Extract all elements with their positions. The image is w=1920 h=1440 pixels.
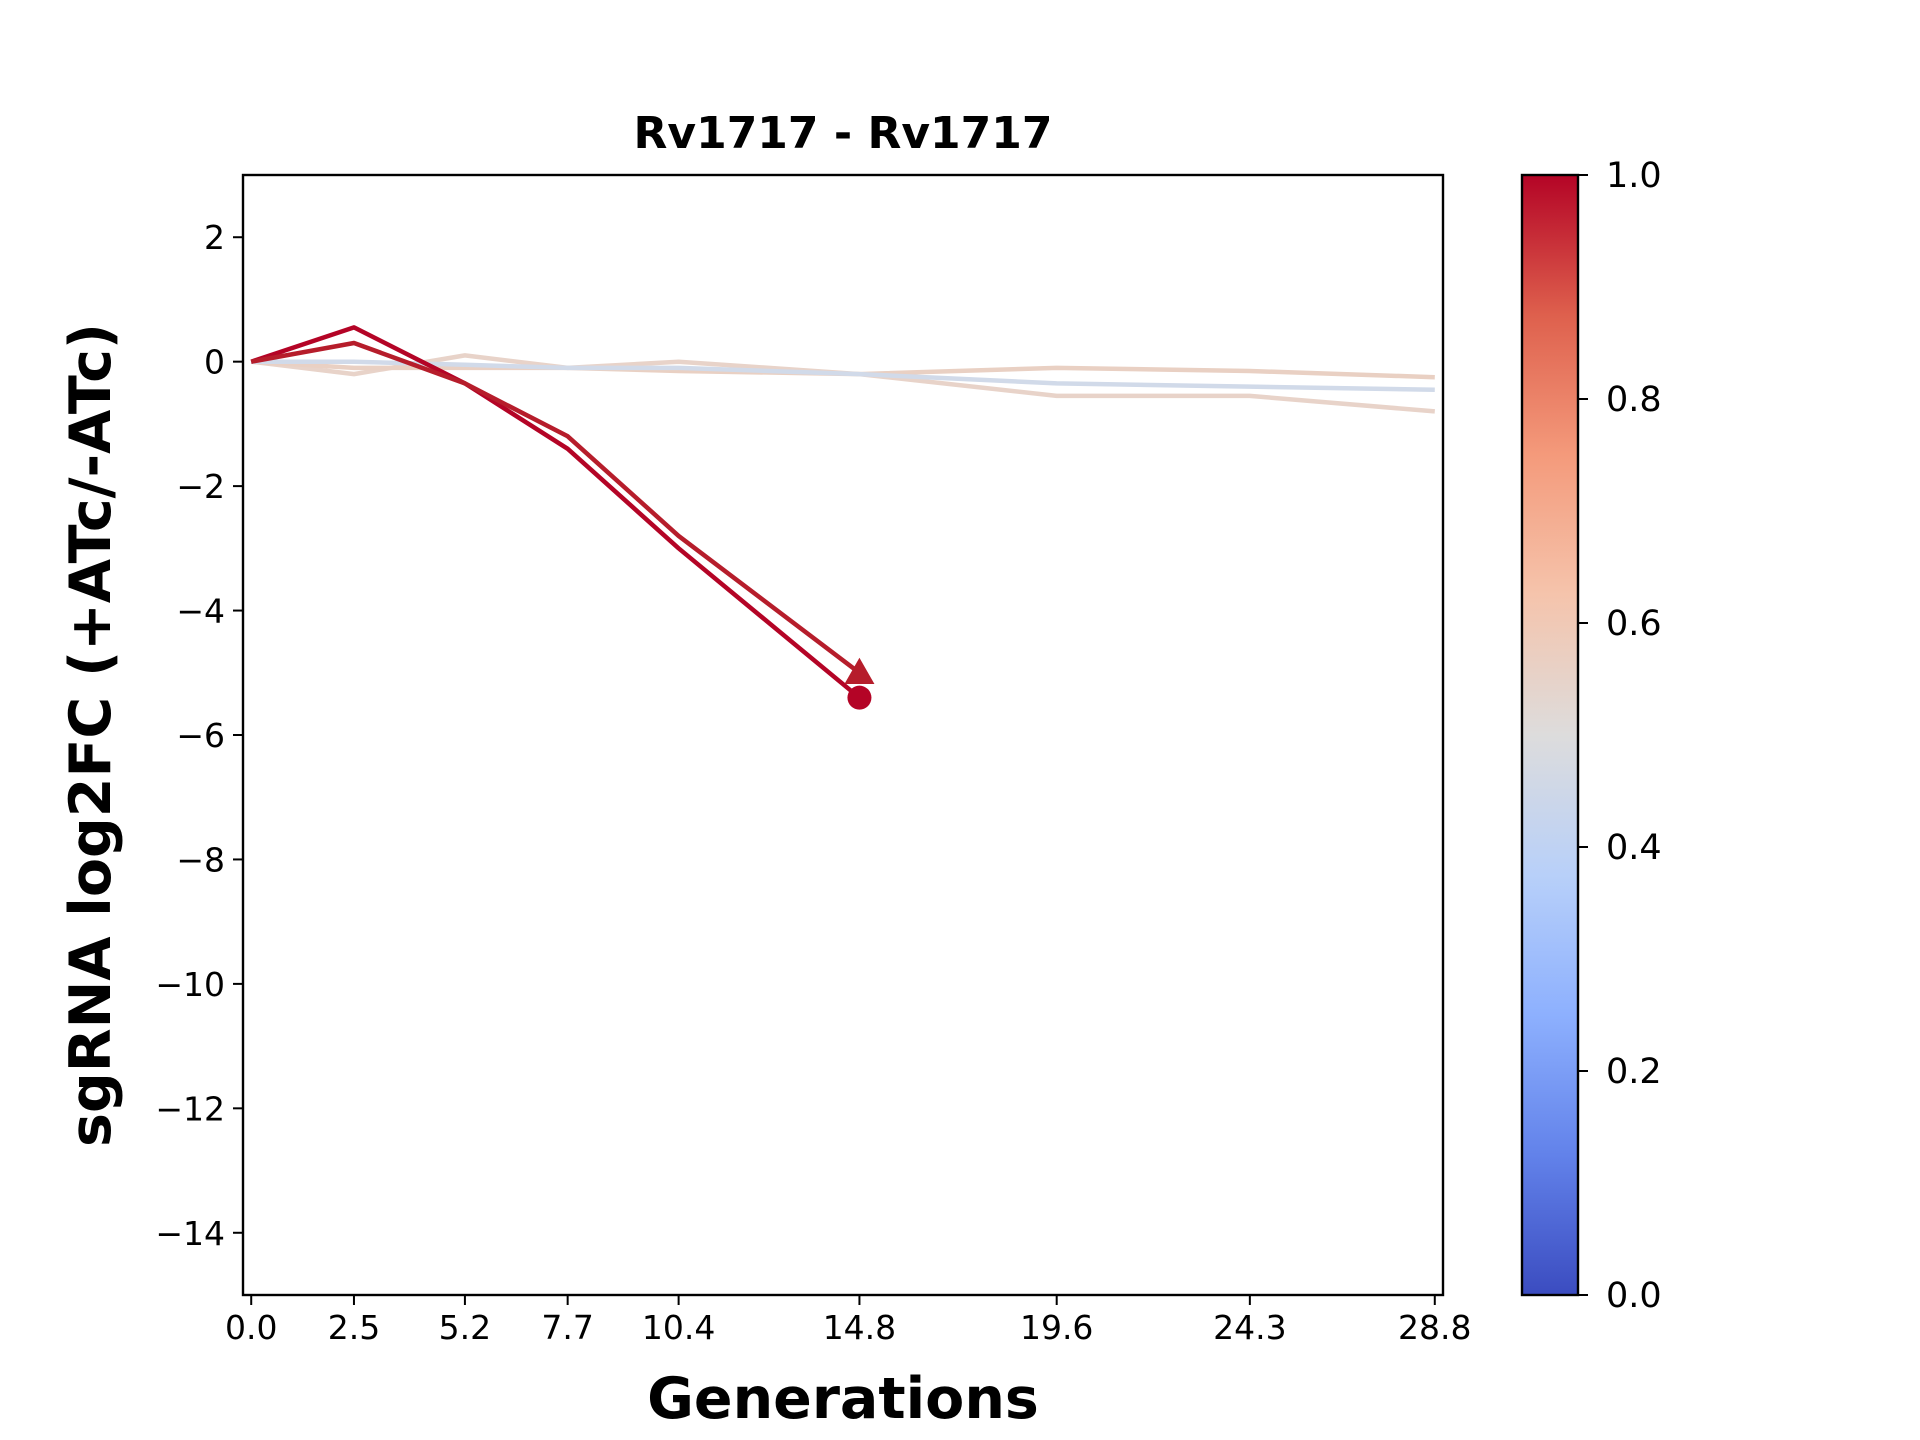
colorbar-tick-label: 0.0 bbox=[1606, 1276, 1662, 1316]
series-end-marker-circle bbox=[847, 685, 872, 710]
x-tick-label: 14.8 bbox=[823, 1308, 896, 1347]
colorbar: 0.0 0.2 0.4 0.6 0.8 1.0 bbox=[1520, 156, 1662, 1316]
y-tick-label: −14 bbox=[155, 1214, 225, 1253]
y-tick-label: 2 bbox=[204, 218, 225, 257]
colorbar-tick-label: 0.6 bbox=[1606, 604, 1662, 644]
y-tick-label: 0 bbox=[204, 343, 225, 382]
colorbar-tick-label: 0.4 bbox=[1606, 828, 1662, 868]
x-tick-label: 24.3 bbox=[1213, 1308, 1286, 1347]
series-line-2 bbox=[251, 359, 1435, 380]
x-tick-label: 28.8 bbox=[1398, 1308, 1471, 1347]
x-axis-title: Generations bbox=[647, 1366, 1039, 1432]
y-axis-ticks: 2 0 −2 −4 −6 −8 −10 −12 −14 bbox=[155, 218, 243, 1253]
y-tick-label: −10 bbox=[155, 965, 225, 1004]
colorbar-tick-label: 1.0 bbox=[1606, 156, 1662, 196]
y-tick-label: −4 bbox=[176, 592, 225, 631]
series-line-4 bbox=[250, 325, 861, 700]
series-line-3 bbox=[251, 359, 1435, 392]
marker-layer bbox=[844, 657, 875, 710]
x-tick-label: 19.6 bbox=[1020, 1308, 1093, 1347]
x-tick-label: 10.4 bbox=[642, 1308, 715, 1347]
y-tick-label: −2 bbox=[176, 467, 225, 506]
series-layer bbox=[250, 325, 1435, 700]
plot-frame bbox=[241, 173, 1445, 1297]
x-tick-label: 7.7 bbox=[541, 1308, 593, 1347]
x-tick-label: 5.2 bbox=[439, 1308, 491, 1347]
x-tick-label: 2.5 bbox=[328, 1308, 380, 1347]
y-axis-title: sgRNA log2FC (+ATc/-ATc) bbox=[58, 323, 124, 1147]
colorbar-tick-label: 0.2 bbox=[1606, 1052, 1662, 1092]
colorbar-ticks: 0.0 0.2 0.4 0.6 0.8 1.0 bbox=[1578, 156, 1662, 1316]
series-line-5 bbox=[250, 340, 861, 675]
colorbar-gradient bbox=[1520, 173, 1580, 1297]
y-tick-label: −12 bbox=[155, 1089, 225, 1128]
y-tick-label: −6 bbox=[176, 716, 225, 755]
x-axis-ticks: 0.0 2.5 5.2 7.7 10.4 14.8 19.6 24.3 28.8 bbox=[225, 1295, 1472, 1347]
series-end-marker-triangle bbox=[844, 657, 875, 685]
colorbar-tick-label: 0.8 bbox=[1606, 380, 1662, 420]
chart-title: Rv1717 - Rv1717 bbox=[634, 108, 1053, 159]
y-tick-label: −8 bbox=[176, 840, 225, 879]
x-tick-label: 0.0 bbox=[225, 1308, 277, 1347]
